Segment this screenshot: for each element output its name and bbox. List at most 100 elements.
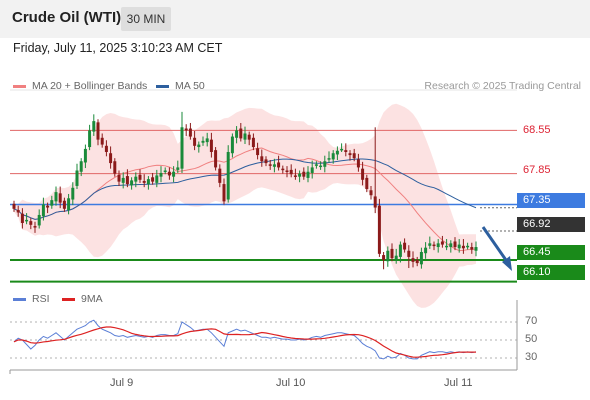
candle-body <box>79 161 83 172</box>
projection-arrow <box>481 226 510 264</box>
candle-body <box>134 176 138 182</box>
candle-body <box>54 192 58 202</box>
candle-body <box>466 245 470 248</box>
candle-body <box>289 169 293 175</box>
timeframe-button[interactable]: 30 MIN <box>121 7 171 31</box>
candle-body <box>29 221 33 225</box>
candle-body <box>407 250 411 257</box>
candle-body <box>62 200 66 209</box>
candle-body <box>281 168 285 171</box>
candle-body <box>331 153 335 160</box>
candle-body <box>205 138 209 143</box>
candle-body <box>432 244 436 247</box>
candle-body <box>222 184 226 202</box>
candle-body <box>428 243 432 246</box>
candle-body <box>46 205 50 208</box>
candle-body <box>41 204 45 217</box>
candle-body <box>176 167 180 170</box>
candle-body <box>398 244 402 257</box>
candle-body <box>159 172 163 177</box>
support1-label: 66.45 <box>517 245 585 260</box>
candle-body <box>411 258 415 262</box>
candle-body <box>172 171 176 177</box>
candle-body <box>298 173 302 177</box>
resistance1-label: 67.85 <box>523 164 551 176</box>
candle-body <box>377 205 381 254</box>
candle-body <box>193 137 197 146</box>
rsi-ma9-line <box>13 326 476 358</box>
x-tick-jul10: Jul 10 <box>276 377 306 389</box>
candle-body <box>117 174 121 182</box>
candle-body <box>457 244 461 249</box>
candle-body <box>470 247 474 250</box>
candle-body <box>142 181 146 183</box>
ma50-swatch <box>156 84 169 88</box>
candle-body <box>306 171 310 178</box>
candle-body <box>188 128 192 137</box>
candle-body <box>419 251 423 265</box>
x-tick-jul9: Jul 9 <box>110 377 134 389</box>
ma9-legend-label: 9MA <box>81 293 103 305</box>
candle-body <box>344 150 348 152</box>
candle-body <box>323 161 327 167</box>
candle-body <box>247 134 251 140</box>
candle-body <box>130 180 134 186</box>
pivot-label: 67.35 <box>517 193 585 208</box>
rsi-legend: RSI <box>13 293 50 305</box>
candle-body <box>155 175 159 183</box>
candle-body <box>340 148 344 151</box>
candle-body <box>461 245 465 249</box>
candle-body <box>37 214 41 226</box>
candle-body <box>226 151 230 200</box>
candle-body <box>125 176 129 185</box>
candle-body <box>319 165 323 168</box>
candle-body <box>474 247 478 251</box>
candle-body <box>58 193 62 203</box>
candle-body <box>348 153 352 156</box>
candle-body <box>449 243 453 248</box>
chart-header: Crude Oil (WTI) 30 MIN <box>0 0 590 38</box>
candle-body <box>314 164 318 166</box>
candle-body <box>403 242 407 250</box>
support2-label: 66.10 <box>517 265 585 280</box>
candle-body <box>394 255 398 260</box>
candle-body <box>16 210 20 213</box>
candle-body <box>50 200 54 206</box>
candle-body <box>415 260 419 264</box>
candle-body <box>88 130 92 148</box>
candle-body <box>33 226 37 228</box>
candle-body <box>256 148 260 156</box>
x-tick-jul11: Jul 11 <box>444 377 473 389</box>
candle-body <box>352 153 356 159</box>
candle-body <box>285 170 289 173</box>
candle-body <box>390 248 394 259</box>
rsi-swatch <box>13 297 26 301</box>
candle-body <box>151 177 155 182</box>
ma50-line <box>13 158 477 220</box>
candle-body <box>373 196 377 208</box>
candle-body <box>369 190 373 196</box>
candle-body <box>109 153 113 164</box>
candle-body <box>277 162 281 168</box>
candle-body <box>146 179 150 185</box>
candle-body <box>209 139 213 152</box>
ma20-legend-label: MA 20 + Bollinger Bands <box>32 80 148 92</box>
ma50-legend: MA 50 <box>156 80 205 92</box>
candle-body <box>251 137 255 148</box>
candle-body <box>272 164 276 167</box>
candle-body <box>445 245 449 248</box>
rsi-tick-30: 30 <box>525 351 538 363</box>
candle-body <box>180 127 184 169</box>
candle-body <box>327 158 331 160</box>
candle-body <box>25 219 29 222</box>
bollinger-band <box>14 103 476 308</box>
candle-body <box>12 203 16 209</box>
ma20-swatch <box>13 84 26 88</box>
candle-body <box>356 159 360 168</box>
projection-arrowhead <box>502 256 512 271</box>
research-credit: Research © 2025 Trading Central <box>424 80 581 92</box>
candle-body <box>335 150 339 155</box>
candle-body <box>310 167 314 173</box>
candle-body <box>71 187 75 200</box>
